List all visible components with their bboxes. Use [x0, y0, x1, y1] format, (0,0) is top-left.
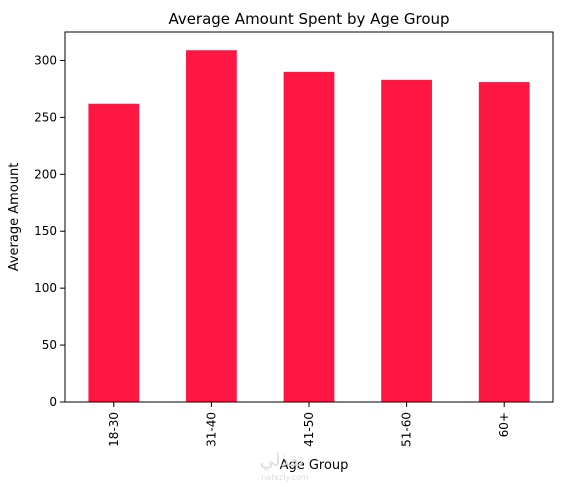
x-tick-label: 60+: [497, 412, 511, 437]
x-tick-label: 51-60: [400, 412, 414, 447]
y-axis-label: Average Amount: [7, 163, 22, 272]
bar-60+: [478, 82, 530, 402]
watermark-logo-text: نفذلي: [260, 450, 304, 471]
chart-title: Average Amount Spent by Age Group: [168, 10, 449, 28]
plot-area-frame: [64, 31, 554, 403]
watermark-url-text: nafezly.com: [261, 473, 309, 482]
bar-41-50: [283, 71, 335, 402]
bar-51-60: [381, 79, 432, 403]
x-tick-label: 18-30: [107, 412, 121, 447]
y-tick-label: 150: [34, 224, 57, 238]
y-tick-label: 100: [34, 281, 57, 295]
bar-18-30: [88, 103, 140, 402]
y-tick-label: 300: [34, 53, 57, 67]
y-axis: 0 50 100 150 200 250 300: [34, 53, 65, 409]
y-tick-label: 250: [34, 110, 57, 124]
x-tick-label: 31-40: [204, 412, 218, 447]
y-tick-label: 50: [42, 338, 57, 352]
y-tick-label: 0: [49, 395, 57, 409]
x-axis-label: Age Group: [280, 458, 349, 473]
y-tick-label: 200: [34, 167, 57, 181]
x-axis: 18-30 31-40 41-50 51-60 60+: [107, 402, 511, 447]
x-tick-label: 41-50: [302, 412, 316, 447]
bar-31-40: [186, 50, 237, 402]
bars: [88, 50, 530, 403]
